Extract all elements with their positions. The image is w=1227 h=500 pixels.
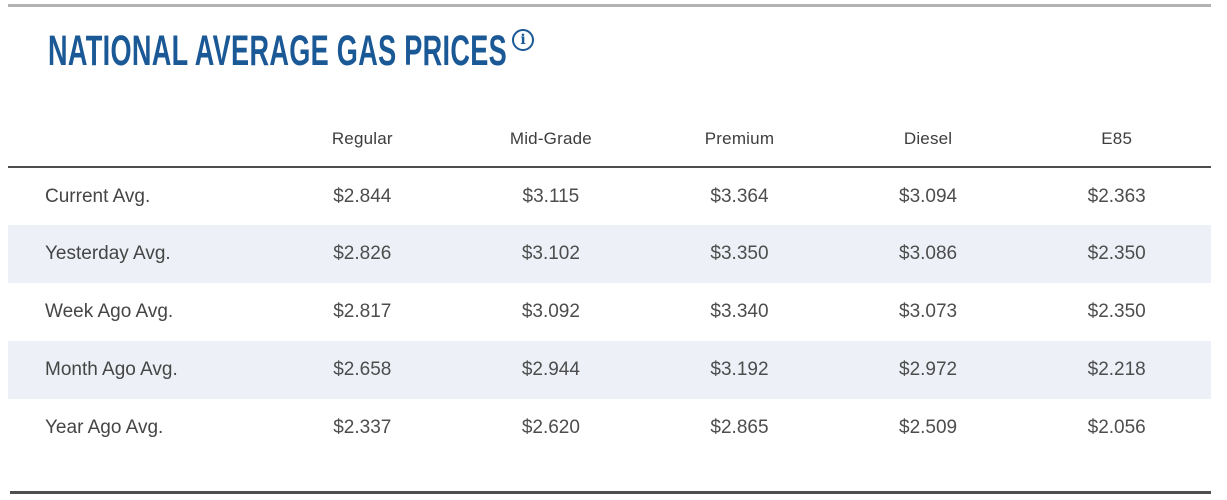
- page-title-clip: NATIONAL AVERAGE GAS PRICES: [48, 29, 510, 75]
- column-header-premium: Premium: [645, 111, 834, 168]
- price-cell: $3.073: [899, 301, 958, 322]
- column-header-blank: [8, 111, 268, 168]
- row-label: Week Ago Avg.: [45, 301, 174, 322]
- table-header-row: Regular Mid-Grade Premium Diesel E85: [8, 111, 1211, 168]
- column-header-midgrade: Mid-Grade: [456, 111, 646, 168]
- price-cell: $3.086: [899, 243, 958, 264]
- price-cell: $2.337: [333, 417, 392, 438]
- gas-prices-widget: NATIONAL AVERAGE GAS PRICES i Regular Mi…: [8, 4, 1211, 494]
- gas-prices-table: Regular Mid-Grade Premium Diesel E85 Cur…: [8, 111, 1211, 457]
- row-label: Month Ago Avg.: [45, 359, 178, 380]
- info-icon[interactable]: i: [512, 29, 534, 51]
- price-cell: $2.363: [1087, 185, 1146, 207]
- row-label: Current Avg.: [45, 185, 151, 207]
- page-title-text: NATIONAL AVERAGE GAS PRICES: [48, 27, 508, 75]
- price-cell: $2.218: [1087, 359, 1146, 380]
- page-title: NATIONAL AVERAGE GAS PRICES i: [48, 29, 1211, 75]
- table-row-current-avg: Current Avg. $2.844 $3.115 $3.364 $3.094…: [8, 167, 1211, 225]
- column-header-diesel: Diesel: [833, 111, 1023, 168]
- price-cell: $3.192: [710, 359, 769, 380]
- row-label: Year Ago Avg.: [45, 417, 164, 438]
- price-cell: $3.094: [899, 185, 958, 207]
- price-cell: $2.817: [333, 301, 392, 322]
- column-header-e85: E85: [1022, 111, 1211, 168]
- info-icon-glyph: i: [520, 32, 526, 48]
- price-cell: $2.658: [333, 359, 392, 380]
- table-row-month-ago-avg: Month Ago Avg. $2.658 $2.944 $3.192 $2.9…: [8, 341, 1211, 399]
- price-cell: $2.865: [710, 417, 769, 438]
- price-cell: $3.102: [521, 243, 580, 264]
- price-cell: $2.350: [1087, 301, 1146, 322]
- price-cell: $2.056: [1087, 417, 1146, 438]
- price-cell: $2.972: [899, 359, 958, 380]
- bottom-divider: [10, 491, 1211, 494]
- column-header-regular: Regular: [268, 111, 457, 168]
- price-cell: $2.844: [333, 185, 392, 207]
- price-cell: $3.364: [710, 185, 769, 207]
- table-row-yesterday-avg: Yesterday Avg. $2.826 $3.102 $3.350 $3.0…: [8, 225, 1211, 283]
- table-row-week-ago-avg: Week Ago Avg. $2.817 $3.092 $3.340 $3.07…: [8, 283, 1211, 341]
- price-cell: $2.826: [333, 243, 392, 264]
- price-cell: $2.944: [521, 359, 580, 380]
- price-cell: $2.620: [521, 417, 580, 438]
- price-cell: $3.350: [710, 243, 769, 264]
- table-row-year-ago-avg: Year Ago Avg. $2.337 $2.620 $2.865 $2.50…: [8, 399, 1211, 457]
- price-cell: $3.340: [710, 301, 769, 322]
- price-cell: $3.115: [522, 185, 580, 207]
- price-cell: $2.509: [899, 417, 958, 438]
- row-label: Yesterday Avg.: [45, 243, 171, 264]
- price-cell: $2.350: [1087, 243, 1146, 264]
- price-cell: $3.092: [521, 301, 580, 322]
